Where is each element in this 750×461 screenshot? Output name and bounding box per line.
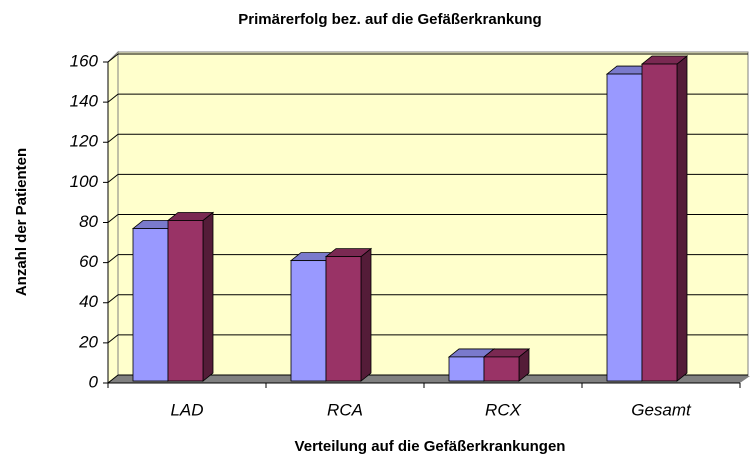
y-axis-title: Anzahl der Patienten	[13, 148, 30, 296]
grid-line	[107, 254, 119, 264]
x-axis-title: Verteilung auf die Gefäßerkrankungen	[295, 438, 566, 455]
bar	[167, 220, 204, 382]
bar	[483, 356, 520, 382]
grid-line	[107, 173, 119, 183]
bar	[448, 356, 485, 382]
y-tick-label: 100	[70, 172, 99, 191]
y-tick-label: 40	[79, 292, 98, 311]
y-tick-label: 20	[78, 332, 98, 351]
y-tick-label: 0	[89, 372, 99, 391]
bar-side	[202, 211, 214, 382]
x-tick-label: RCA	[327, 400, 363, 419]
bar	[325, 256, 362, 382]
floor	[108, 376, 750, 383]
grid-line	[107, 374, 119, 384]
grid-line	[107, 294, 119, 304]
grid-line	[107, 93, 119, 103]
bar-side	[360, 247, 372, 382]
side-wall	[107, 50, 119, 384]
grid-line	[107, 53, 119, 63]
bar	[132, 228, 169, 382]
bar	[606, 73, 643, 382]
grid-line	[107, 214, 119, 223]
y-tick-label: 160	[70, 51, 99, 70]
x-tick-label: LAD	[170, 400, 203, 419]
y-tick-label: 120	[70, 132, 99, 151]
grid-line	[107, 133, 119, 143]
grid-line	[107, 334, 119, 344]
x-tick-label: RCX	[485, 400, 522, 419]
y-tick-label: 60	[79, 252, 98, 271]
x-tick-label: Gesamt	[631, 400, 692, 419]
bar	[290, 260, 327, 382]
bar	[641, 63, 678, 382]
y-tick-label: 80	[79, 212, 98, 231]
y-tick-label: 140	[70, 92, 99, 111]
chart-title: Primärerfolg bez. auf die Gefäßerkrankun…	[238, 11, 541, 28]
bar-side	[676, 55, 688, 382]
